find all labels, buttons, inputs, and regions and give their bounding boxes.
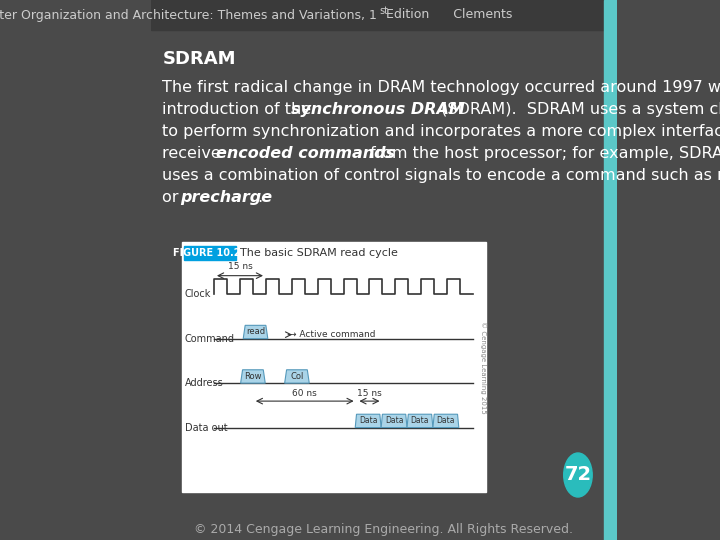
Text: © Cengage Learning 2015: © Cengage Learning 2015 xyxy=(480,321,487,414)
Text: Command: Command xyxy=(185,334,235,343)
Text: 15 ns: 15 ns xyxy=(357,389,382,398)
Text: to perform synchronization and incorporates a more complex interface that can: to perform synchronization and incorpora… xyxy=(162,124,720,139)
Polygon shape xyxy=(240,370,265,383)
Text: Row: Row xyxy=(244,372,261,381)
Text: synchronous DRAM: synchronous DRAM xyxy=(291,102,465,117)
Text: st: st xyxy=(379,6,388,16)
Text: read: read xyxy=(246,327,265,336)
Polygon shape xyxy=(407,414,433,428)
Bar xyxy=(184,246,236,260)
Text: or: or xyxy=(162,190,184,205)
Text: (SDRAM).  SDRAM uses a system clock: (SDRAM). SDRAM uses a system clock xyxy=(436,102,720,117)
Bar xyxy=(181,242,486,492)
Text: Data out: Data out xyxy=(185,423,228,433)
Bar xyxy=(604,0,617,540)
Text: .: . xyxy=(257,190,262,205)
Text: precharge: precharge xyxy=(180,190,272,205)
Text: Edition      Clements: Edition Clements xyxy=(386,9,512,22)
Polygon shape xyxy=(284,370,310,383)
Text: uses a combination of control signals to encode a command such as read, write,: uses a combination of control signals to… xyxy=(162,168,720,183)
Text: encoded commands: encoded commands xyxy=(216,146,395,161)
Text: → Active command: → Active command xyxy=(289,330,375,339)
Text: 15 ns: 15 ns xyxy=(228,262,252,271)
Text: from the host processor; for example, SDRAM: from the host processor; for example, SD… xyxy=(365,146,720,161)
Bar xyxy=(150,0,604,30)
Polygon shape xyxy=(355,414,381,428)
Text: Computer Organization and Architecture: Themes and Variations, 1: Computer Organization and Architecture: … xyxy=(0,9,377,22)
Circle shape xyxy=(564,453,592,497)
Text: Col: Col xyxy=(290,372,304,381)
Text: SDRAM: SDRAM xyxy=(162,50,235,68)
Text: introduction of the: introduction of the xyxy=(162,102,317,117)
Polygon shape xyxy=(381,414,407,428)
Text: FIGURE 10.27: FIGURE 10.27 xyxy=(173,248,247,258)
Text: Data: Data xyxy=(410,416,429,426)
Text: 60 ns: 60 ns xyxy=(292,389,317,398)
Text: The first radical change in DRAM technology occurred around 1997 with the: The first radical change in DRAM technol… xyxy=(162,80,720,95)
Text: Clock: Clock xyxy=(185,289,211,299)
Text: © 2014 Cengage Learning Engineering. All Rights Reserved.: © 2014 Cengage Learning Engineering. All… xyxy=(194,523,573,537)
Text: Data: Data xyxy=(436,416,455,426)
Text: Data: Data xyxy=(359,416,377,426)
Polygon shape xyxy=(243,325,268,339)
Text: Data: Data xyxy=(384,416,403,426)
Text: 72: 72 xyxy=(564,465,592,484)
Text: receive: receive xyxy=(162,146,226,161)
Polygon shape xyxy=(433,414,459,428)
Text: The basic SDRAM read cycle: The basic SDRAM read cycle xyxy=(240,248,398,258)
Text: Address: Address xyxy=(185,378,224,388)
